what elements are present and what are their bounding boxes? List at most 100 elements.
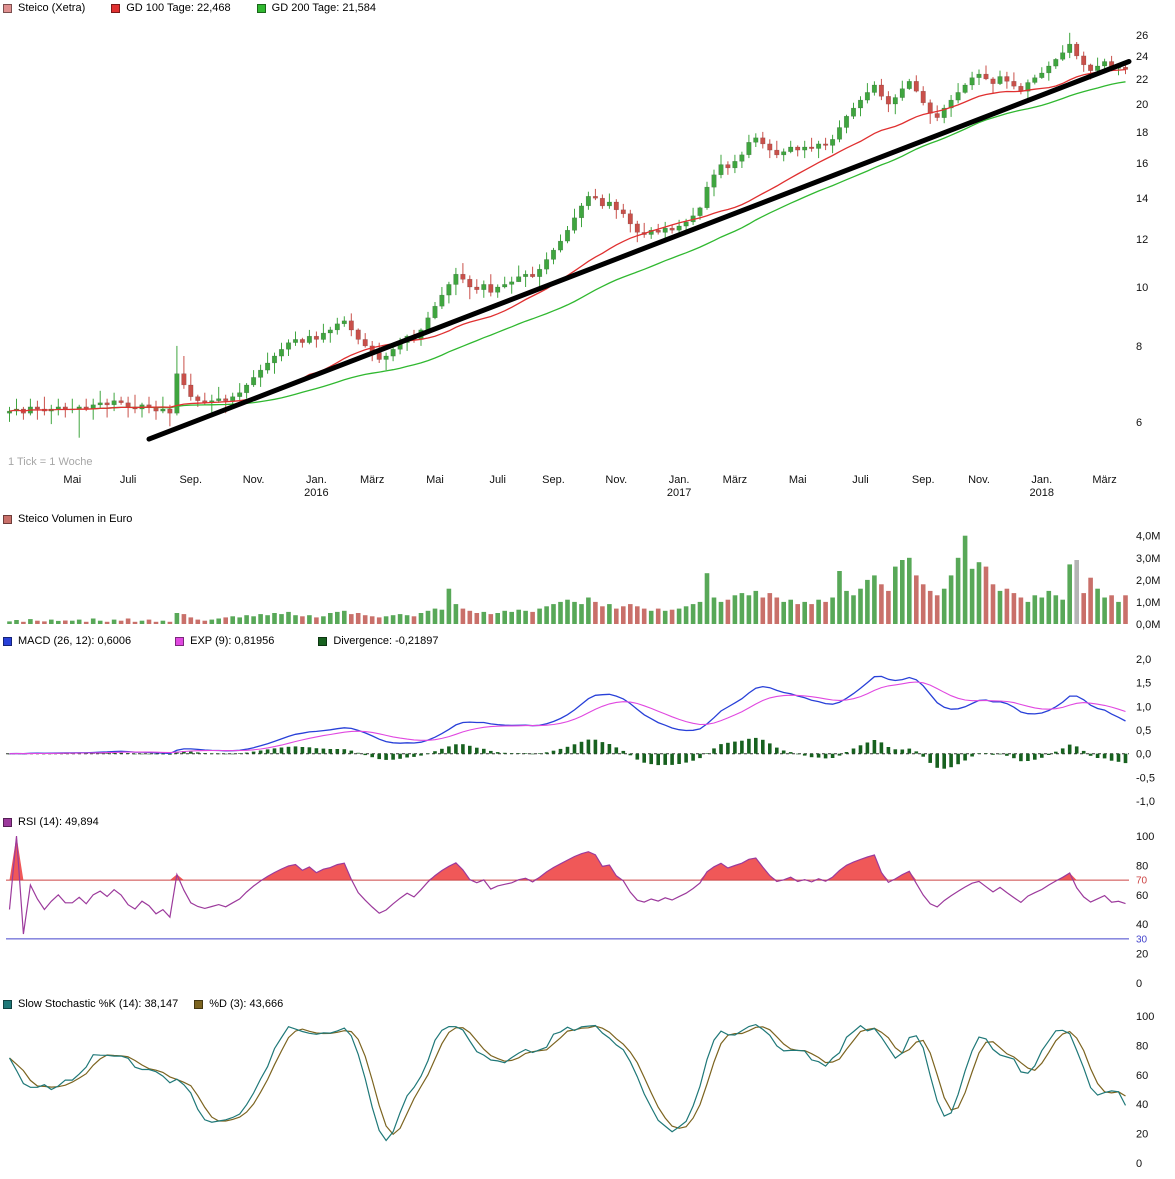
svg-text:Mai: Mai	[426, 474, 444, 486]
svg-text:2,0M: 2,0M	[1136, 575, 1160, 587]
svg-text:20: 20	[1136, 949, 1148, 961]
tick-interval-note: 1 Tick = 1 Woche	[8, 456, 93, 468]
macd-panel: 2,0 1,5 1,0 0,5 0,0 -0,5 -1,0	[6, 654, 1155, 808]
svg-text:März: März	[1092, 474, 1116, 486]
svg-text:20: 20	[1136, 1129, 1148, 1141]
svg-text:0: 0	[1136, 978, 1142, 990]
stochastic-k-series-icon	[3, 999, 12, 1009]
svg-text:1,5: 1,5	[1136, 678, 1151, 690]
svg-text:24: 24	[1136, 51, 1148, 63]
svg-text:0,0M: 0,0M	[1136, 619, 1160, 631]
svg-text:Mai: Mai	[789, 474, 807, 486]
stoch-d-label: %D (3): 43,666	[209, 998, 284, 1010]
svg-text:16: 16	[1136, 158, 1148, 170]
svg-text:-0,5: -0,5	[1136, 772, 1155, 784]
volume-series-icon	[3, 514, 12, 524]
svg-text:60: 60	[1136, 1070, 1148, 1082]
svg-text:80: 80	[1136, 860, 1148, 872]
volume-panel: 4,0M 3,0M 2,0M 1,0M 0,0M	[7, 531, 1160, 631]
divergence-label: Divergence: -0,21897	[333, 635, 439, 647]
price-legend: Steico (Xetra) GD 100 Tage: 22,468 GD 20…	[3, 2, 376, 14]
svg-text:Juli: Juli	[489, 474, 506, 486]
svg-text:26: 26	[1136, 30, 1148, 42]
svg-text:18: 18	[1136, 127, 1148, 139]
candlestick-series-icon	[3, 3, 12, 13]
svg-text:Nov.: Nov.	[968, 474, 990, 486]
svg-text:2018: 2018	[1030, 487, 1054, 499]
gd100-label: GD 100 Tage: 22,468	[126, 2, 231, 14]
svg-text:6: 6	[1136, 417, 1142, 429]
legend-item-gd200: GD 200 Tage: 21,584	[256, 2, 377, 14]
svg-text:0,0: 0,0	[1136, 749, 1151, 761]
svg-text:März: März	[360, 474, 384, 486]
legend-item-stoch-d: %D (3): 43,666	[194, 998, 283, 1010]
svg-text:1,0M: 1,0M	[1136, 597, 1160, 609]
legend-item-volume: Steico Volumen in Euro	[3, 513, 132, 525]
svg-text:-1,0: -1,0	[1136, 796, 1155, 808]
svg-text:1,0: 1,0	[1136, 701, 1151, 713]
svg-text:12: 12	[1136, 234, 1148, 246]
svg-text:Sep.: Sep.	[542, 474, 565, 486]
stoch-k-label: Slow Stochastic %K (14): 38,147	[18, 998, 179, 1010]
svg-text:22: 22	[1136, 74, 1148, 86]
svg-text:Mai: Mai	[63, 474, 81, 486]
instrument-name: Steico (Xetra)	[18, 2, 86, 14]
svg-text:0,5: 0,5	[1136, 725, 1151, 737]
rsi-label: RSI (14): 49,894	[18, 816, 99, 828]
rsi-panel: 100 80 60 40 20 0 70 30	[6, 831, 1154, 990]
svg-text:0: 0	[1136, 1158, 1142, 1170]
svg-text:Sep.: Sep.	[912, 474, 935, 486]
svg-text:3,0M: 3,0M	[1136, 553, 1160, 565]
legend-item-rsi: RSI (14): 49,894	[3, 816, 99, 828]
svg-text:Sep.: Sep.	[179, 474, 202, 486]
macd-legend: MACD (26, 12): 0,6006 EXP (9): 0,81956 D…	[3, 635, 439, 647]
svg-text:60: 60	[1136, 890, 1148, 902]
exp-label: EXP (9): 0,81956	[190, 635, 275, 647]
svg-text:2016: 2016	[304, 487, 328, 499]
stochastic-d-series-icon	[194, 999, 204, 1009]
svg-text:80: 80	[1136, 1040, 1148, 1052]
svg-text:40: 40	[1136, 919, 1148, 931]
exp-series-icon	[175, 636, 185, 646]
svg-text:70: 70	[1136, 876, 1148, 887]
gd100-series-icon	[111, 3, 121, 13]
legend-item-divergence: Divergence: -0,21897	[318, 635, 439, 647]
svg-text:20: 20	[1136, 99, 1148, 111]
svg-text:Jan.: Jan.	[669, 474, 690, 486]
rsi-legend: RSI (14): 49,894	[3, 816, 99, 828]
legend-item-gd100: GD 100 Tage: 22,468	[111, 2, 231, 14]
volume-label: Steico Volumen in Euro	[18, 513, 133, 525]
svg-text:2017: 2017	[667, 487, 691, 499]
svg-text:8: 8	[1136, 341, 1142, 353]
svg-text:Juli: Juli	[120, 474, 137, 486]
svg-text:14: 14	[1136, 193, 1148, 205]
macd-label: MACD (26, 12): 0,6006	[18, 635, 132, 647]
svg-text:40: 40	[1136, 1099, 1148, 1111]
svg-text:100: 100	[1136, 1011, 1154, 1023]
svg-text:März: März	[723, 474, 747, 486]
gd200-series-icon	[256, 3, 266, 13]
gd200-label: GD 200 Tage: 21,584	[271, 2, 377, 14]
macd-series-icon	[3, 636, 12, 646]
svg-text:Nov.: Nov.	[243, 474, 265, 486]
stochastic-panel: 100 80 60 40 20 0	[8, 1011, 1154, 1170]
legend-item-stoch-k: Slow Stochastic %K (14): 38,147	[3, 998, 178, 1010]
svg-text:100: 100	[1136, 831, 1154, 843]
svg-text:4,0M: 4,0M	[1136, 531, 1160, 543]
svg-text:Jan.: Jan.	[306, 474, 327, 486]
svg-text:Nov.: Nov.	[605, 474, 627, 486]
svg-text:2,0: 2,0	[1136, 654, 1151, 666]
stochastic-legend: Slow Stochastic %K (14): 38,147 %D (3): …	[3, 998, 283, 1010]
legend-item-instrument: Steico (Xetra)	[3, 2, 85, 14]
rsi-series-icon	[3, 817, 12, 827]
svg-text:Jan.: Jan.	[1031, 474, 1052, 486]
legend-item-macd: MACD (26, 12): 0,6006	[3, 635, 131, 647]
volume-legend: Steico Volumen in Euro	[3, 513, 132, 525]
divergence-series-icon	[318, 636, 328, 646]
svg-text:10: 10	[1136, 282, 1148, 294]
svg-text:30: 30	[1136, 934, 1148, 945]
svg-text:Juli: Juli	[852, 474, 869, 486]
